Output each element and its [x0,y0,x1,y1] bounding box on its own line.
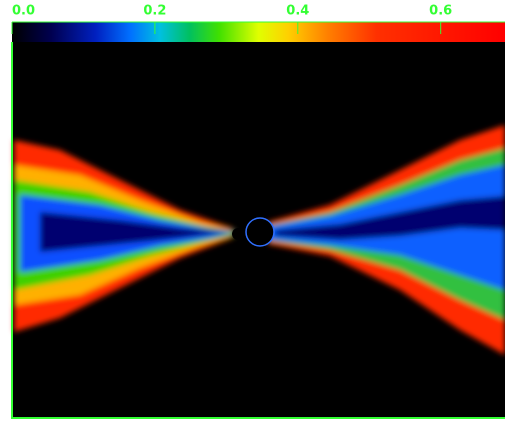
occulting-spot [232,228,244,240]
colorbar-tick-label: 0.0 [12,4,35,19]
colorbar-tick-label: 0.4 [286,4,309,19]
colorbar-tick-label: 0.6 [429,4,452,19]
figure: 0.0 0.2 0.4 0.6 [0,0,505,421]
occulting-disk [246,218,274,246]
colorbar [12,22,505,42]
colorbar-tick-label: 0.2 [143,4,166,19]
